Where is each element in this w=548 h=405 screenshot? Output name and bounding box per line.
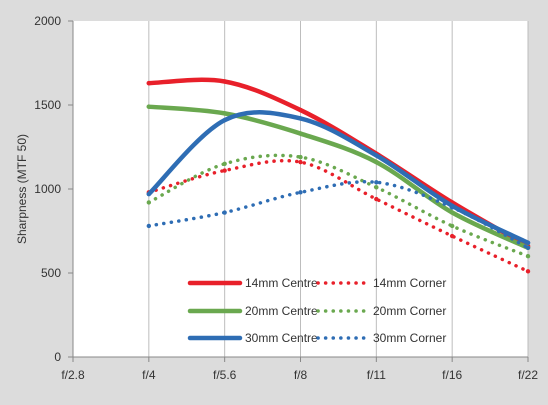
data-point-30mm-centre <box>298 116 303 121</box>
data-point-20mm-centre <box>298 131 303 136</box>
y-tick-label: 1000 <box>34 182 61 196</box>
data-point-14mm-centre <box>146 80 152 86</box>
legend: 14mm Centre 20mm Centre 30mm Centre 14mm Co… <box>187 276 446 345</box>
legend-label-14mm-centre: 14mm Centre <box>245 276 318 290</box>
legend-label-30mm-corner: 30mm Corner <box>373 331 446 345</box>
data-point-30mm-corner <box>449 205 455 210</box>
data-point-30mm-centre <box>146 191 152 197</box>
data-point-20mm-corner <box>525 254 531 259</box>
y-axis-label: Sharpness (MTF 50) <box>15 134 29 244</box>
data-point-20mm-corner <box>146 200 152 205</box>
data-point-20mm-centre <box>374 159 379 165</box>
x-tick-label: f/22 <box>518 368 538 382</box>
axes: f/2.8 f/4 f/5.6 f/8 f/11 f/16 f/22 0 500 1000 1500… <box>34 14 538 382</box>
x-tick-label: f/16 <box>442 368 462 382</box>
x-tick-label: f/5.6 <box>213 368 237 382</box>
data-point-20mm-centre <box>449 210 455 215</box>
data-point-14mm-corner <box>449 233 455 239</box>
y-tick-label: 0 <box>54 350 61 364</box>
series-layer <box>146 77 531 274</box>
data-point-30mm-corner <box>298 190 303 195</box>
series-line-20mm-corner <box>147 153 530 258</box>
data-point-20mm-corner <box>449 223 455 229</box>
data-point-14mm-centre <box>222 79 227 84</box>
data-point-20mm-corner <box>222 161 227 166</box>
data-point-20mm-corner <box>298 154 303 160</box>
y-tick-label: 1500 <box>34 98 61 112</box>
series-line-30mm-corner <box>147 180 530 250</box>
data-point-30mm-centre <box>222 117 227 123</box>
data-point-20mm-corner <box>374 185 379 190</box>
y-tick-label: 2000 <box>34 14 61 28</box>
series-line-14mm-corner <box>147 158 530 274</box>
data-point-30mm-centre <box>525 240 531 245</box>
data-point-14mm-corner <box>374 196 379 202</box>
data-point-20mm-centre <box>146 104 152 109</box>
legend-label-20mm-centre: 20mm Centre <box>245 304 318 318</box>
data-point-30mm-corner <box>374 180 379 185</box>
data-point-30mm-corner <box>222 210 227 215</box>
x-tick-label: f/2.8 <box>61 368 85 382</box>
x-tick-label: f/4 <box>142 368 156 382</box>
data-point-14mm-centre <box>298 107 303 113</box>
data-point-30mm-centre <box>374 153 379 158</box>
data-point-14mm-corner <box>525 269 531 274</box>
series-line-30mm-centre <box>146 110 531 246</box>
series-line-20mm-centre <box>146 104 531 251</box>
legend-label-20mm-corner: 20mm Corner <box>373 304 446 318</box>
legend-label-30mm-centre: 30mm Centre <box>245 331 318 345</box>
data-point-30mm-corner <box>525 245 531 250</box>
data-point-30mm-corner <box>146 223 152 229</box>
data-point-14mm-corner <box>298 159 303 165</box>
data-point-20mm-centre <box>222 111 227 116</box>
x-tick-label: f/8 <box>294 368 308 382</box>
data-point-14mm-corner <box>222 168 227 173</box>
y-tick-label: 500 <box>41 266 61 280</box>
legend-label-14mm-corner: 14mm Corner <box>373 276 446 290</box>
x-tick-label: f/11 <box>367 368 386 382</box>
